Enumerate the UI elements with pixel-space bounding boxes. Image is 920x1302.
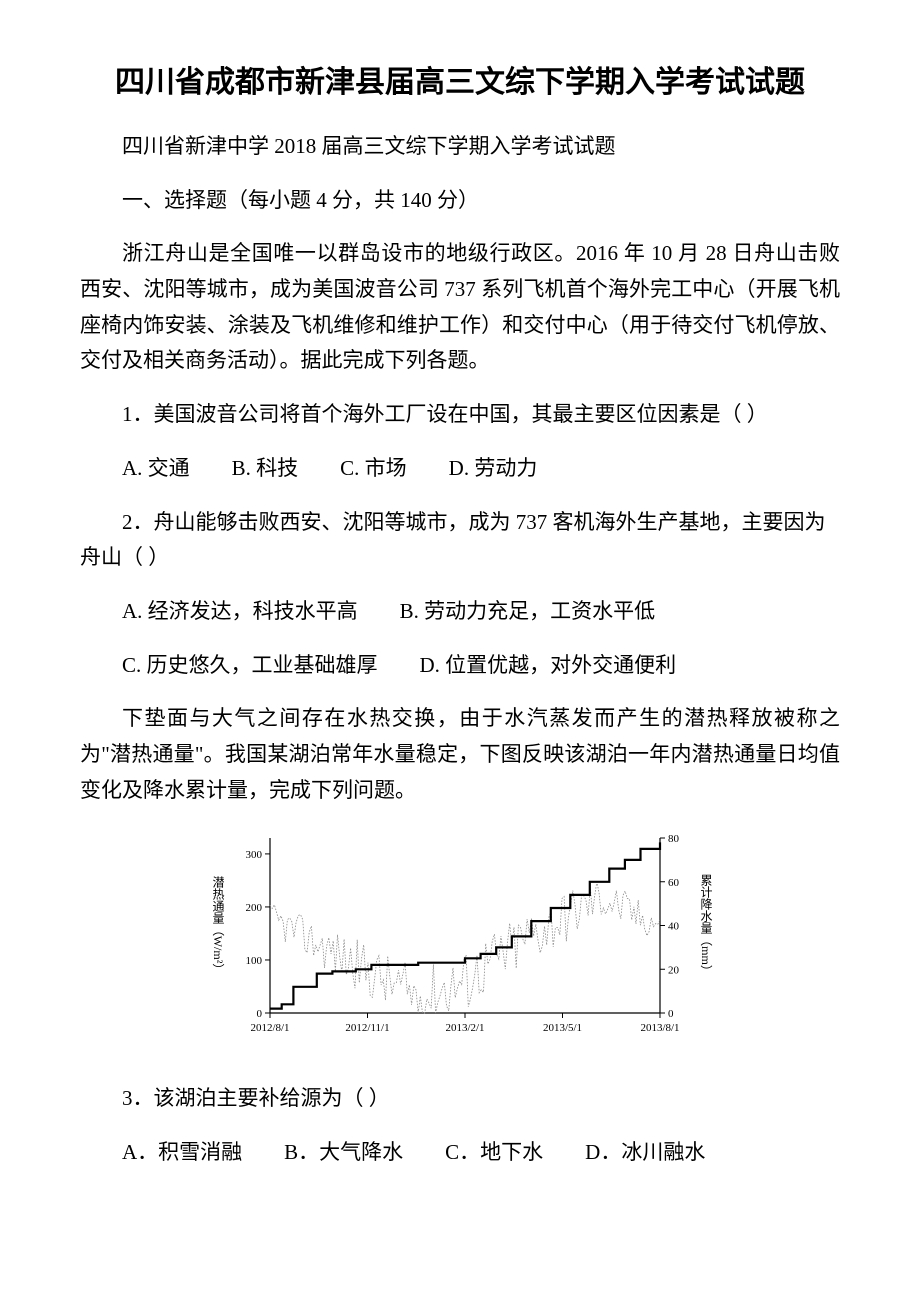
section-header: 一、选择题（每小题 4 分，共 140 分） [80,183,840,219]
chart-container: 0 100 200 300 0 20 40 60 80 2012/8/1 2012/11/1 2013… [80,828,840,1053]
latent-heat-chart: 0 100 200 300 0 20 40 60 80 2012/8/1 2012/11/1 2013… [200,828,720,1048]
svg-text:80: 80 [668,833,680,845]
svg-text:20: 20 [668,965,680,977]
question-1-options: A. 交通 B. 科技 C. 市场 D. 劳动力 [80,451,840,487]
question-2: 2．舟山能够击败西安、沈阳等城市，成为 737 客机海外生产基地，主要因为舟山（… [80,505,840,576]
question-2-options-line2: C. 历史悠久，工业基础雄厚 D. 位置优越，对外交通便利 [80,648,840,684]
svg-text:潜热通量（W/m²）: 潜热通量（W/m²） [211,876,225,976]
subtitle: 四川省新津中学 2018 届高三文综下学期入学考试试题 [80,129,840,165]
svg-text:2012/8/1: 2012/8/1 [250,1022,289,1034]
svg-text:300: 300 [246,849,263,861]
svg-text:60: 60 [668,877,680,889]
svg-text:100: 100 [246,955,263,967]
question-3-options: A．积雪消融 B．大气降水 C．地下水 D．冰川融水 [80,1135,840,1171]
svg-text:0: 0 [668,1008,674,1020]
svg-text:2013/2/1: 2013/2/1 [445,1022,484,1034]
passage-1: 浙江舟山是全国唯一以群岛设市的地级行政区。2016 年 10 月 28 日舟山击… [80,236,840,379]
question-2-options-line1: A. 经济发达，科技水平高 B. 劳动力充足，工资水平低 [80,594,840,630]
question-3: 3．该湖泊主要补给源为（ ） [80,1081,840,1117]
question-1: 1．美国波音公司将首个海外工厂设在中国，其最主要区位因素是（ ） [80,397,840,433]
svg-text:2012/11/1: 2012/11/1 [345,1022,389,1034]
svg-text:40: 40 [668,921,680,933]
svg-text:0: 0 [257,1008,263,1020]
page-title: 四川省成都市新津县届高三文综下学期入学考试试题 [80,60,840,105]
svg-text:2013/5/1: 2013/5/1 [543,1022,582,1034]
svg-text:2013/8/1: 2013/8/1 [640,1022,679,1034]
svg-text:累计降水量（mm）: 累计降水量（mm） [699,874,713,977]
passage-2: 下垫面与大气之间存在水热交换，由于水汽蒸发而产生的潜热释放被称之为"潜热通量"。… [80,701,840,808]
svg-text:200: 200 [246,902,263,914]
